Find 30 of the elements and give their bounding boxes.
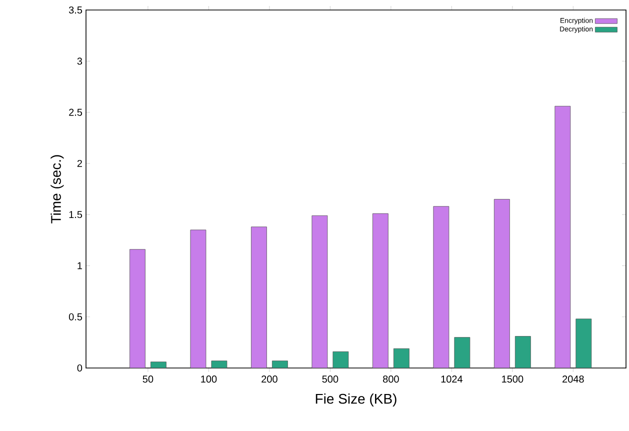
- bar: [454, 337, 470, 368]
- x-tick-label: 100: [201, 376, 217, 383]
- y-tick-label: 3.5: [68, 6, 82, 14]
- x-axis-title: Fie Size (KB): [316, 393, 396, 407]
- y-axis-title: Time (sec.): [50, 155, 64, 224]
- x-tick-label: 1024: [441, 376, 462, 383]
- y-tick-label: 1: [78, 262, 82, 270]
- x-tick-label: 50: [142, 376, 154, 383]
- y-tick-label: 2: [77, 160, 82, 167]
- y-tick-label: 0: [77, 364, 82, 372]
- x-tick-label: 200: [262, 376, 278, 383]
- bar: [433, 206, 450, 368]
- bar: [372, 213, 388, 368]
- y-tick-label: 3: [77, 58, 82, 65]
- y-tick-label: 0.5: [68, 313, 82, 320]
- y-tick-label: 2.5: [69, 108, 82, 116]
- bar: [250, 226, 267, 368]
- bar: [190, 230, 206, 368]
- bar: [130, 249, 146, 368]
- bar: [494, 199, 510, 368]
- x-tick-label: 1500: [502, 376, 524, 383]
- bar: [312, 215, 328, 368]
- x-tick-label: 800: [383, 376, 399, 383]
- x-tick-label: 2048: [562, 376, 584, 383]
- bar: [514, 336, 531, 368]
- bar: [393, 348, 410, 368]
- bar: [576, 318, 592, 368]
- y-tick-label: 1.5: [69, 211, 82, 218]
- x-tick-label: 500: [322, 376, 338, 383]
- bar: [554, 106, 571, 368]
